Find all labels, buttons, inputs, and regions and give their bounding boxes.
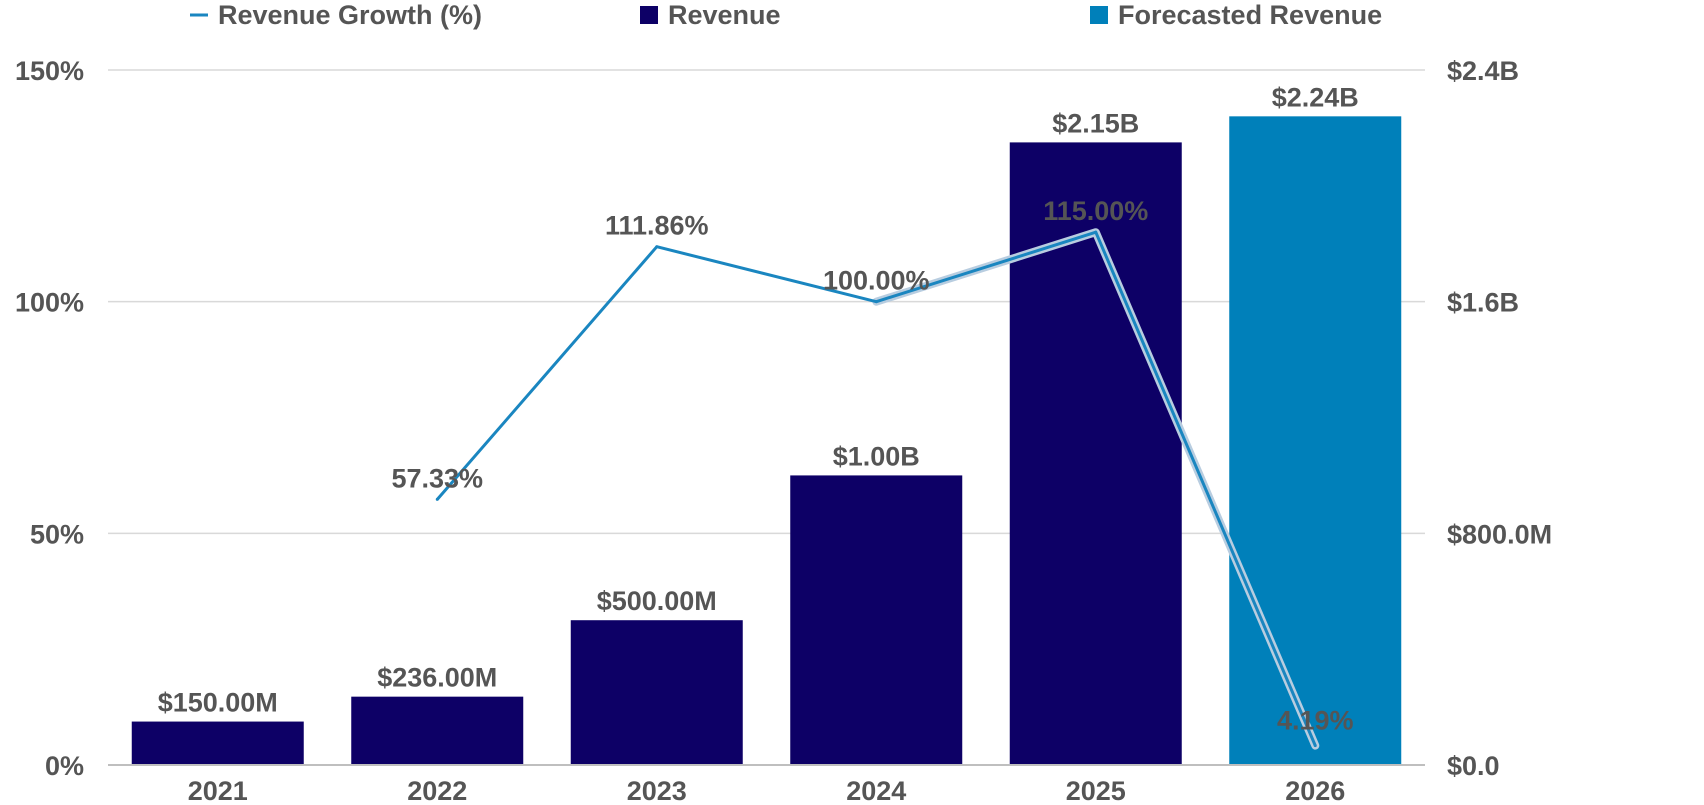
legend-item: Forecasted Revenue — [1090, 0, 1382, 30]
bar-value-label: $1.00B — [833, 441, 920, 471]
y-right-tick-label: $800.0M — [1447, 519, 1552, 549]
bar-2021 — [131, 721, 304, 765]
growth-value-label: 100.00% — [823, 266, 930, 296]
growth-value-label: 57.33% — [391, 463, 483, 493]
growth-value-label: 111.86% — [605, 211, 709, 241]
legend: Revenue Growth (%) Revenue Forecasted Reve… — [190, 0, 1382, 30]
bar-2022 — [351, 696, 524, 765]
growth-point-2026 — [1313, 744, 1317, 748]
x-tick-label: 2026 — [1285, 776, 1345, 805]
y-left-tick-label: 50% — [30, 519, 84, 549]
y-left-tick-label: 150% — [15, 56, 84, 86]
bar-2025 — [1009, 142, 1182, 766]
legend-label: Revenue Growth (%) — [218, 0, 482, 30]
legend-swatch — [640, 6, 658, 24]
x-tick-label: 2025 — [1066, 776, 1126, 805]
growth-line — [435, 228, 1320, 750]
bar-value-label: $500.00M — [597, 586, 717, 616]
bar-value-label: $236.00M — [377, 663, 497, 693]
legend-label: Forecasted Revenue — [1118, 0, 1382, 30]
y-left-tick-label: 100% — [15, 288, 84, 318]
bar-value-label: $2.15B — [1052, 108, 1139, 138]
bar-2023 — [570, 620, 743, 765]
bar-2024 — [790, 475, 963, 765]
growth-point-2025 — [1094, 230, 1098, 234]
y-left-tick-label: 0% — [45, 751, 84, 781]
legend-item: Revenue Growth (%) — [190, 0, 482, 30]
growth-value-label: 115.00% — [1043, 196, 1148, 226]
growth-point-2024 — [874, 300, 878, 304]
x-tick-label: 2023 — [627, 776, 687, 805]
axes: 0% 50% 100% 150% $0.0 $800.0M $1.6B $2.4B 2021 20… — [15, 56, 1552, 805]
data-labels: $150.00M $236.00M $500.00M $1.00B $2.15B $2.2… — [158, 82, 1359, 735]
y-right-tick-label: $1.6B — [1447, 288, 1519, 318]
y-right-tick-label: $0.0 — [1447, 751, 1500, 781]
growth-value-label: 4.19% — [1277, 706, 1354, 736]
legend-label: Revenue — [668, 0, 781, 30]
y-right-tick-label: $2.4B — [1447, 56, 1519, 86]
x-tick-label: 2024 — [846, 776, 906, 805]
bar-value-label: $2.24B — [1272, 82, 1359, 112]
bar-value-label: $150.00M — [158, 688, 278, 718]
legend-item: Revenue — [640, 0, 781, 30]
bar-2026 — [1229, 116, 1402, 766]
bars — [131, 116, 1402, 766]
gridlines — [108, 69, 1425, 766]
x-tick-label: 2022 — [407, 776, 467, 805]
legend-swatch — [1090, 6, 1108, 24]
growth-point-2023 — [655, 245, 659, 249]
growth-point-2022 — [435, 497, 439, 501]
x-tick-label: 2021 — [188, 776, 248, 805]
